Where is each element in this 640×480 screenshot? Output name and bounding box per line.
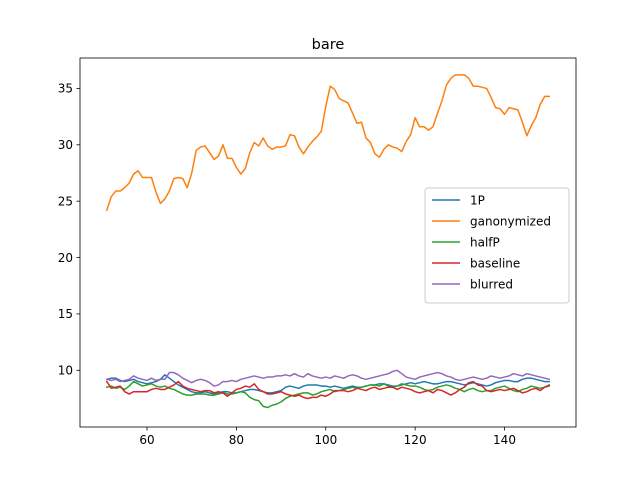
legend: 1P ganonymized halfP baseline blurred [424, 187, 570, 304]
x-axis: 60 80 100 120 140 [139, 427, 516, 447]
y-tick-label: 10 [58, 364, 73, 378]
x-tick-label: 100 [314, 433, 337, 447]
x-tick-label: 140 [493, 433, 516, 447]
legend-label-blurred: blurred [470, 277, 513, 291]
y-tick-label: 20 [58, 251, 73, 265]
y-tick-label: 30 [58, 138, 73, 152]
legend-box [424, 187, 570, 304]
x-tick-label: 80 [229, 433, 244, 447]
plot-frame [79, 57, 577, 428]
y-tick-label: 25 [58, 194, 73, 208]
legend-label-ganonymized: ganonymized [470, 214, 551, 228]
legend-label-1P: 1P [470, 193, 485, 207]
y-tick-label: 15 [58, 307, 73, 321]
legend-label-halfP: halfP [470, 235, 500, 249]
series-line-ganonymized [105, 74, 550, 212]
x-tick-label: 120 [404, 433, 427, 447]
series-line-blurred [105, 369, 551, 387]
series-lines [105, 74, 551, 409]
series-line-halfP [105, 380, 551, 409]
series-line-baseline [105, 380, 551, 400]
chart-title: bare [312, 37, 345, 53]
y-tick-label: 35 [58, 82, 73, 96]
x-tick-label: 60 [139, 433, 154, 447]
legend-label-baseline: baseline [470, 256, 520, 270]
y-axis: 10 15 20 25 30 35 [58, 82, 80, 378]
